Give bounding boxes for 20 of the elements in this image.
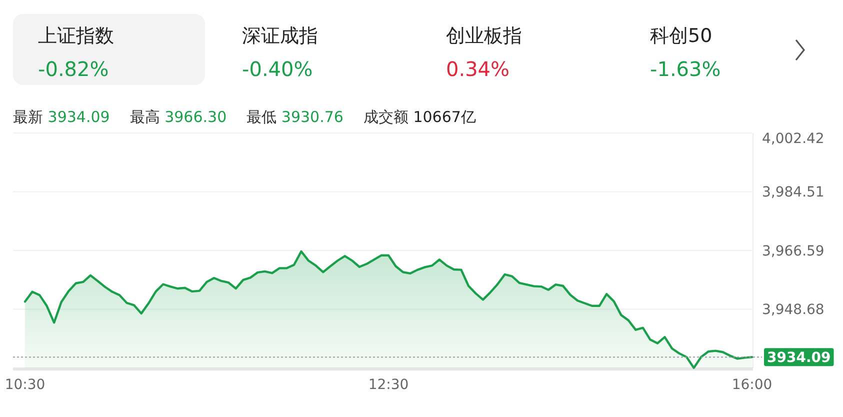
text: 成交额 10667亿 bbox=[363, 108, 476, 126]
category-label: 创业板指 bbox=[446, 25, 522, 47]
category-label: 深证成指 bbox=[242, 25, 318, 47]
y-tick-label: 4,002.42 bbox=[762, 131, 824, 147]
text: -0.40% bbox=[242, 57, 313, 81]
category-label: 科创50 bbox=[650, 25, 712, 47]
ref-line-label: 3934.09 bbox=[767, 350, 831, 366]
y-tick-label: 3,966.59 bbox=[762, 244, 824, 260]
x-tick-label: 10:30 bbox=[4, 377, 46, 393]
text: 0.34% bbox=[446, 57, 510, 81]
text: 最高 3966.30 bbox=[130, 108, 227, 126]
text: -0.82% bbox=[38, 57, 109, 81]
text: -1.63% bbox=[650, 57, 721, 81]
category-label: 上证指数 bbox=[38, 25, 114, 47]
x-tick-label: 12:30 bbox=[368, 377, 409, 393]
text: 最新 3934.09 bbox=[13, 108, 110, 126]
x-tick-label: 16:00 bbox=[732, 377, 772, 393]
text: 最低 3930.76 bbox=[246, 108, 344, 126]
y-tick-label: 3,984.51 bbox=[762, 184, 824, 201]
y-tick-label: 3,948.68 bbox=[762, 302, 824, 318]
